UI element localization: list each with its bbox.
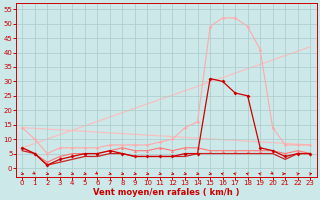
- X-axis label: Vent moyen/en rafales ( km/h ): Vent moyen/en rafales ( km/h ): [93, 188, 239, 197]
